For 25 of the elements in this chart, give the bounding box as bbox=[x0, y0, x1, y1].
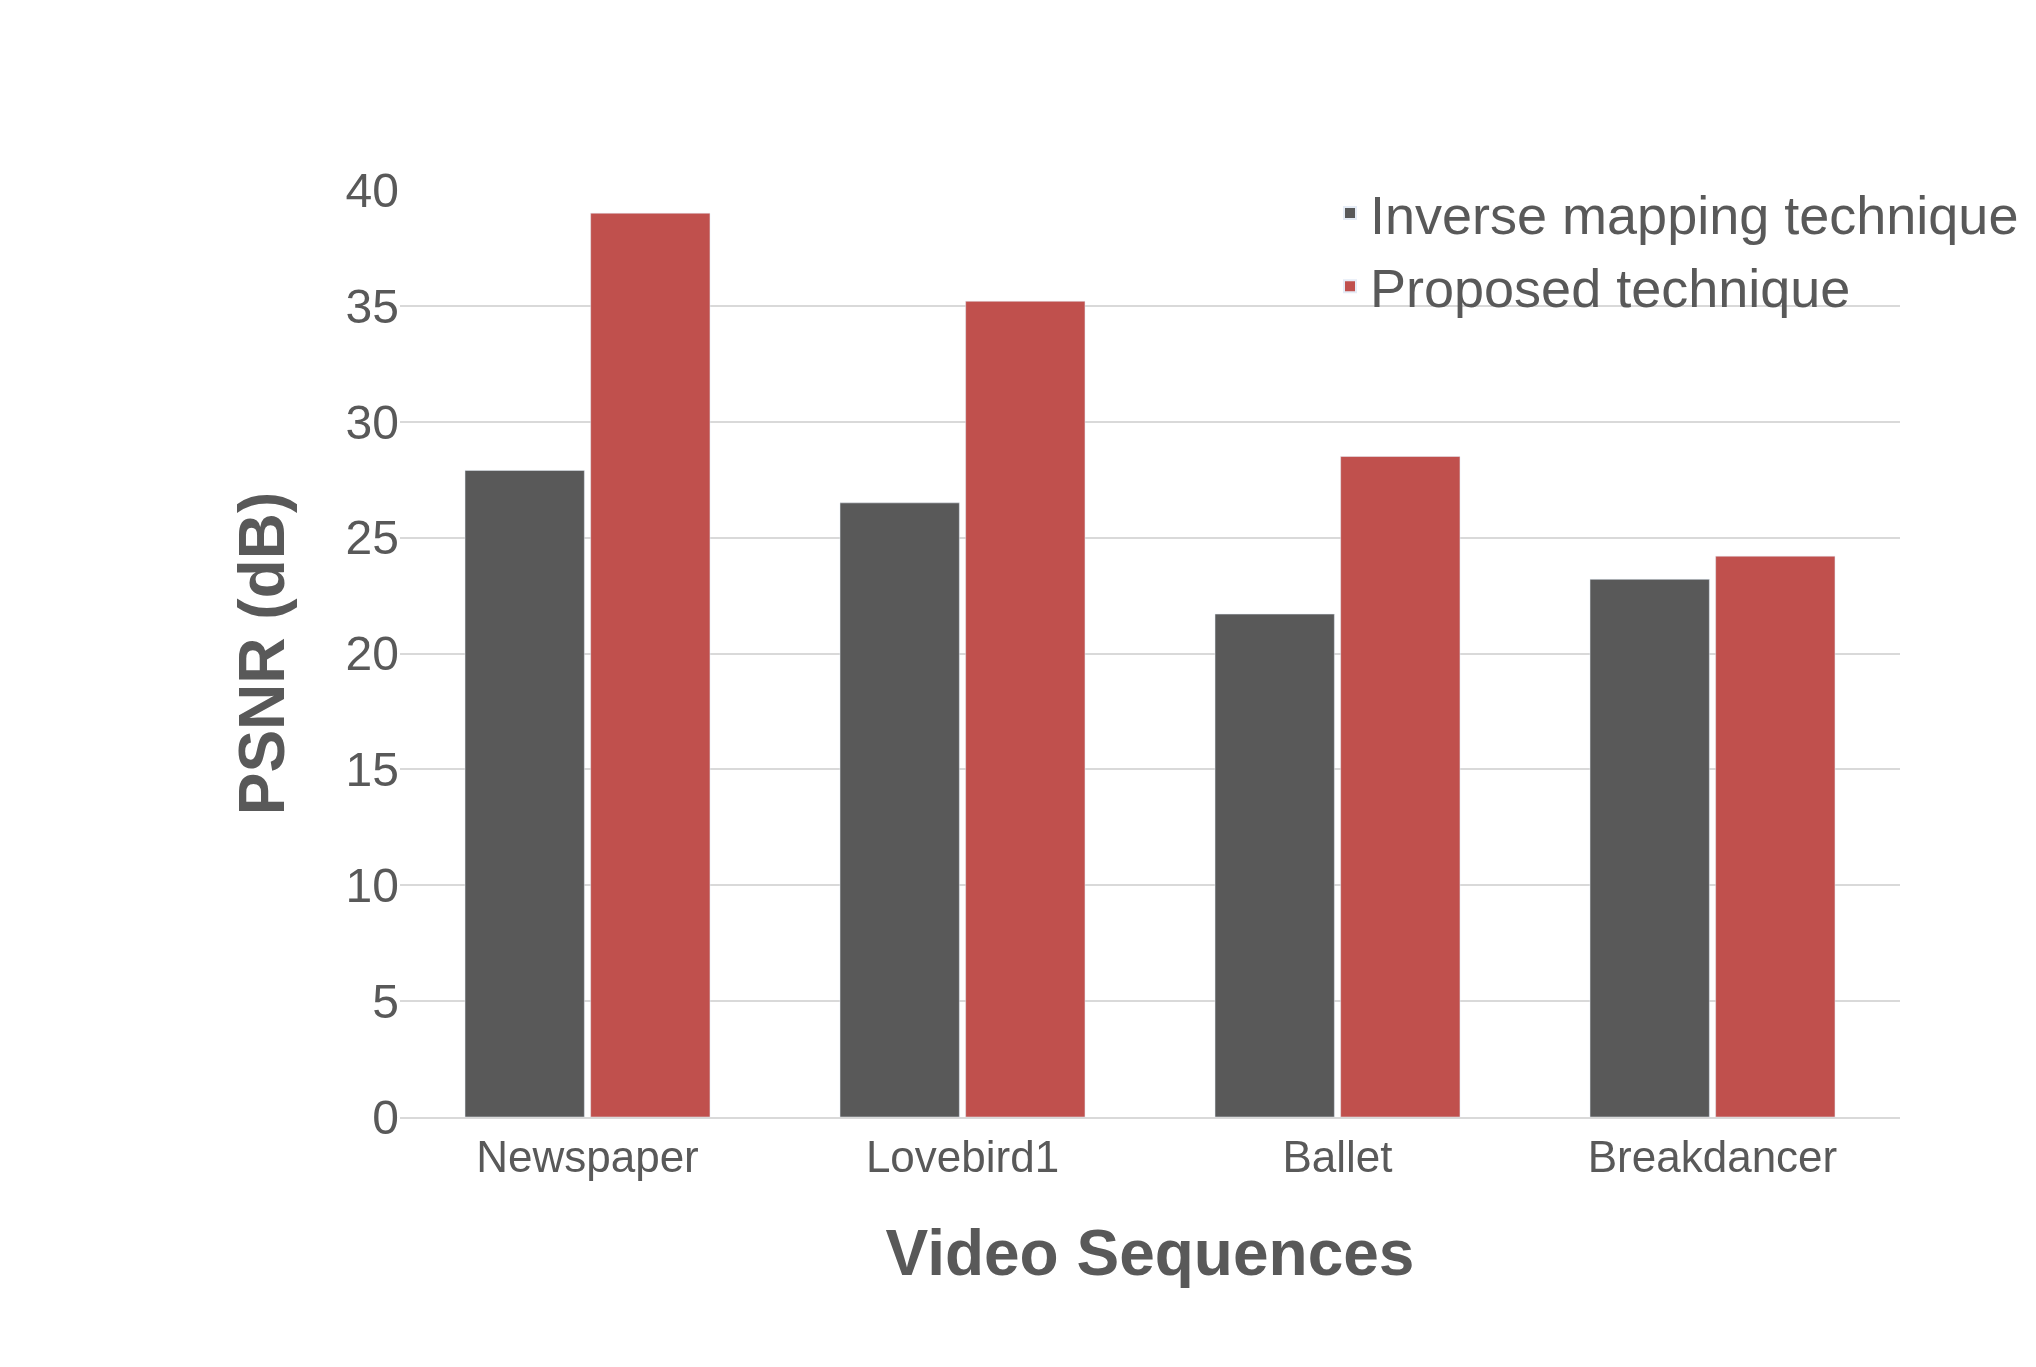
x-tick-label: Ballet bbox=[1282, 1131, 1393, 1181]
y-tick-label: 40 bbox=[345, 163, 399, 217]
bar bbox=[1715, 555, 1836, 1117]
legend-label: Proposed technique bbox=[1370, 258, 1851, 319]
y-tick-label: 30 bbox=[345, 395, 399, 449]
y-axis-title: PSNR (dB) bbox=[225, 491, 298, 816]
x-tick-label: Lovebird1 bbox=[865, 1131, 1060, 1181]
y-tick-label: 35 bbox=[345, 279, 399, 333]
y-tick-label: 0 bbox=[372, 1090, 399, 1144]
bar bbox=[1589, 579, 1710, 1117]
y-tick-label: 15 bbox=[345, 743, 399, 797]
bar bbox=[464, 470, 585, 1117]
bar bbox=[965, 300, 1086, 1117]
x-axis-title: Video Sequences bbox=[885, 1216, 1415, 1289]
y-tick-label: 25 bbox=[345, 511, 399, 565]
bar bbox=[590, 212, 711, 1117]
y-tick-label: 5 bbox=[372, 974, 399, 1028]
legend-label: Inverse mapping technique bbox=[1370, 185, 2019, 246]
bar bbox=[1340, 456, 1461, 1117]
y-tick-label: 20 bbox=[345, 627, 399, 681]
bar bbox=[1214, 613, 1335, 1117]
x-tick-label: Newspaper bbox=[476, 1131, 699, 1181]
bar bbox=[839, 502, 960, 1117]
y-tick-label: 10 bbox=[345, 859, 399, 913]
x-tick-label: Breakdancer bbox=[1587, 1131, 1838, 1181]
